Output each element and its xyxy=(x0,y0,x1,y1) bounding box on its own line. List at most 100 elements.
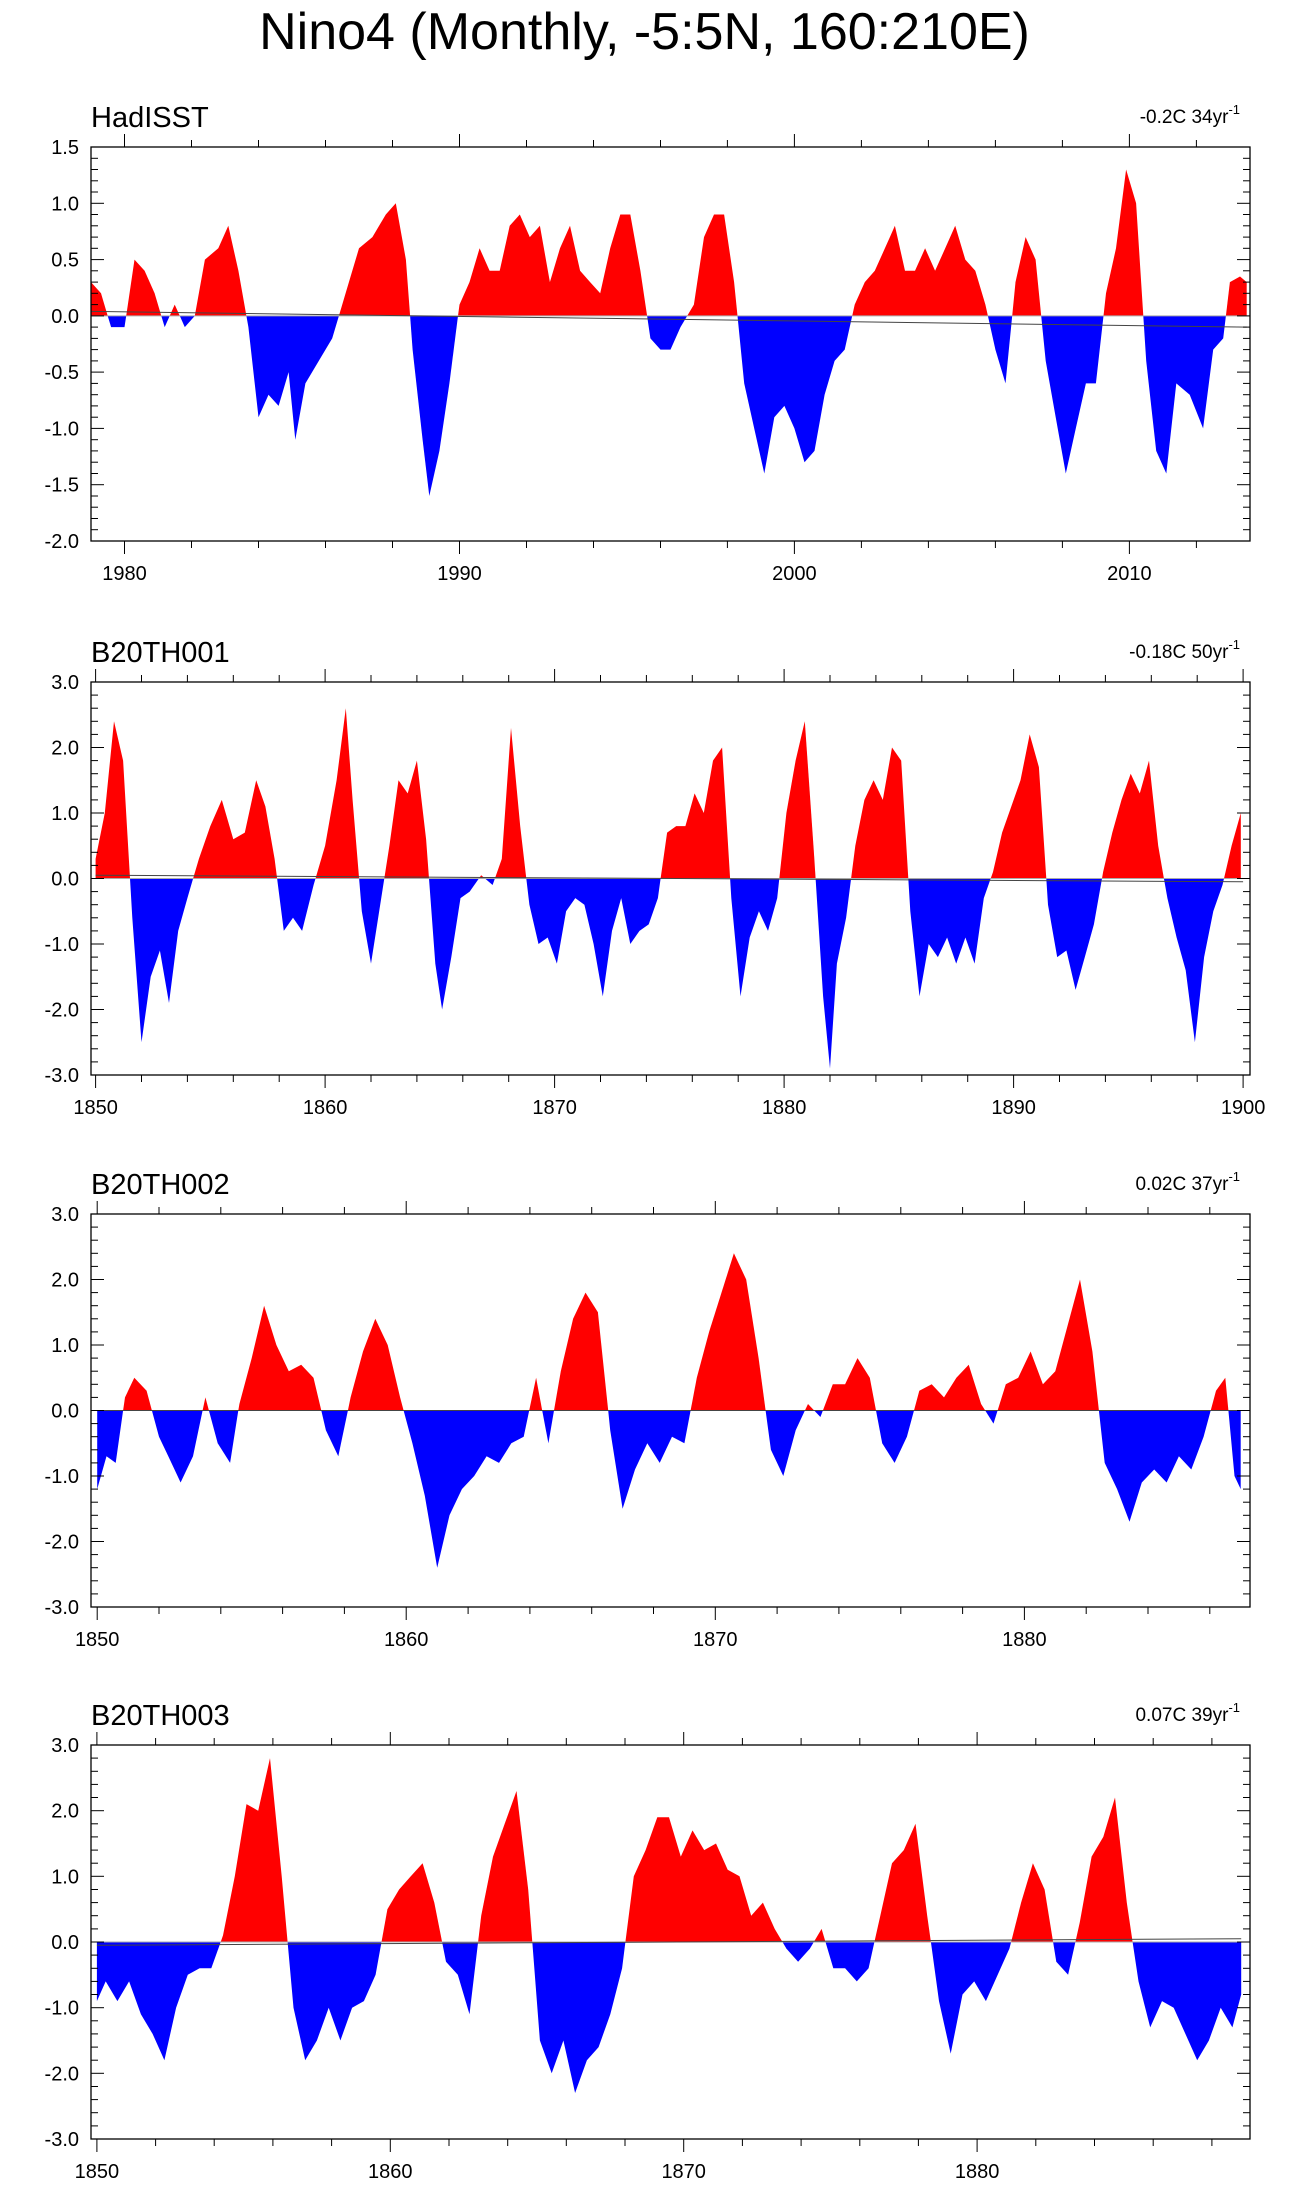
x-tick-label: 1990 xyxy=(437,563,482,585)
cold-anomaly-area-13 xyxy=(608,1410,691,1509)
y-tick-label: 3.0 xyxy=(51,1204,79,1226)
warm-anomaly-area-3 xyxy=(126,259,162,316)
y-tick-label: -2.0 xyxy=(45,2063,79,2085)
y-tick-label: -1.0 xyxy=(45,934,79,956)
trend-unit-superscript: -1 xyxy=(1228,1700,1240,1715)
warm-anomaly-area-12 xyxy=(554,1292,609,1411)
warm-anomaly-area-1 xyxy=(91,282,108,316)
trend-annotation: -0.18C 50yr-1 xyxy=(1129,637,1240,663)
cold-anomaly-area-2 xyxy=(130,878,194,1043)
panel-title: B20TH003 xyxy=(91,1700,230,1732)
warm-anomaly-area-24 xyxy=(1210,1377,1229,1411)
cold-anomaly-area-5 xyxy=(208,1410,239,1463)
warm-anomaly-area-1 xyxy=(95,721,130,879)
warm-anomaly-area-6 xyxy=(478,1791,533,1942)
y-tick-label: 1.0 xyxy=(51,1335,79,1357)
y-tick-label: -1.0 xyxy=(45,418,79,440)
trend-line xyxy=(95,874,1244,883)
y-tick-label: 2.0 xyxy=(51,1270,79,1292)
x-tick-label: 1880 xyxy=(1002,1629,1047,1651)
y-tick-label: -2.0 xyxy=(45,1532,79,1554)
trend-line xyxy=(96,1938,1242,1946)
y-tick-label: 1.5 xyxy=(51,137,79,159)
chart-panel-4: -3.0 -2.0 -1.0 0.0 1.0 2.0 3.0 1850 1860 1870 1880… xyxy=(45,1700,1251,2183)
cold-anomaly-area-14 xyxy=(730,878,780,997)
y-tick-label: -1.0 xyxy=(45,1466,79,1488)
x-tick-label: 1870 xyxy=(532,1097,577,1119)
trend-annotation: 0.07C 39yr-1 xyxy=(1135,1700,1240,1726)
cold-anomaly-area-18 xyxy=(908,878,991,997)
chart-panel-2: -3.0 -2.0 -1.0 0.0 1.0 2.0 3.0 1850 1860 1870 1880… xyxy=(45,637,1266,1119)
warm-anomaly-area-4 xyxy=(202,1397,209,1411)
warm-anomaly-area-15 xyxy=(779,721,816,879)
cold-anomaly-area-22 xyxy=(1163,878,1224,1043)
x-tick-label: 2010 xyxy=(1107,563,1152,585)
x-tick-label: 1980 xyxy=(102,563,147,585)
x-tick-label: 1860 xyxy=(384,1629,429,1651)
warm-anomaly-area-18 xyxy=(822,1358,876,1411)
cold-anomaly-area-10 xyxy=(410,315,458,496)
y-tick-label: -1.5 xyxy=(45,475,79,497)
x-tick-label: 1850 xyxy=(75,2161,120,2183)
chart-panel-3: -3.0 -2.0 -1.0 0.0 1.0 2.0 3.0 1850 1860 1870 1880… xyxy=(45,1169,1251,1651)
y-tick-label: -1.0 xyxy=(45,1998,79,2020)
cold-anomaly-area-6 xyxy=(359,878,385,964)
warm-anomaly-area-16 xyxy=(1075,1797,1133,1942)
cold-anomaly-area-7 xyxy=(321,1410,348,1457)
cold-anomaly-area-15 xyxy=(1053,1942,1076,1975)
warm-anomaly-area-21 xyxy=(1102,760,1164,879)
cold-anomaly-area-8 xyxy=(429,878,479,1010)
y-tick-label: 0.0 xyxy=(51,869,79,891)
x-tick-label: 1850 xyxy=(75,1629,120,1651)
y-tick-label: 2.0 xyxy=(51,738,79,760)
trend-value: 0.07C 39yr xyxy=(1135,1705,1229,1726)
trend-annotation: 0.02C 37yr-1 xyxy=(1135,1169,1240,1195)
warm-anomaly-area-4 xyxy=(381,1863,443,1942)
warm-anomaly-area-2 xyxy=(220,1758,288,1942)
cold-anomaly-area-11 xyxy=(825,1942,875,1982)
warm-anomaly-area-17 xyxy=(1012,237,1042,316)
x-tick-label: 1860 xyxy=(368,2161,413,2183)
y-tick-label: 3.0 xyxy=(51,1735,79,1757)
cold-anomaly-area-12 xyxy=(526,878,661,997)
x-tick-label: 1900 xyxy=(1221,1097,1266,1119)
warm-anomaly-area-6 xyxy=(238,1305,322,1411)
trend-unit-superscript: -1 xyxy=(1228,637,1240,652)
trend-unit-superscript: -1 xyxy=(1228,1169,1240,1184)
warm-anomaly-area-13 xyxy=(687,214,738,316)
cold-anomaly-area-20 xyxy=(1143,315,1226,474)
y-tick-label: 2.0 xyxy=(51,1801,79,1823)
panel-title: HadISST xyxy=(91,102,209,134)
y-tick-label: 3.0 xyxy=(51,672,79,694)
trend-value: -0.2C 34yr xyxy=(1140,107,1229,128)
y-tick-label: -3.0 xyxy=(45,1065,79,1087)
panel-title: B20TH002 xyxy=(91,1169,230,1201)
figure-title: Nino4 (Monthly, -5:5N, 160:210E) xyxy=(259,3,1030,61)
warm-anomaly-area-14 xyxy=(690,1253,766,1411)
warm-anomaly-area-20 xyxy=(914,1364,986,1411)
warm-anomaly-area-17 xyxy=(851,747,909,879)
cold-anomaly-area-20 xyxy=(1046,878,1102,990)
y-tick-label: 0.5 xyxy=(51,250,79,272)
x-tick-label: 1880 xyxy=(762,1097,807,1119)
cold-anomaly-area-4 xyxy=(161,315,170,328)
x-tick-label: 1860 xyxy=(303,1097,348,1119)
warm-anomaly-area-5 xyxy=(169,304,180,316)
cold-anomaly-area-3 xyxy=(151,1410,203,1483)
y-tick-label: -0.5 xyxy=(45,362,79,384)
trend-unit-superscript: -1 xyxy=(1228,102,1240,117)
cold-anomaly-area-2 xyxy=(107,315,127,328)
cold-anomaly-area-16 xyxy=(815,878,852,1069)
trend-line xyxy=(90,310,1247,328)
cold-anomaly-area-16 xyxy=(987,315,1013,384)
x-tick-label: 1870 xyxy=(693,1629,738,1651)
cold-anomaly-area-15 xyxy=(765,1410,805,1476)
cold-anomaly-area-10 xyxy=(485,878,495,885)
x-tick-label: 1850 xyxy=(73,1097,118,1119)
x-tick-label: 1880 xyxy=(955,2161,1000,2183)
cold-anomaly-area-11 xyxy=(542,1410,554,1444)
cold-anomaly-area-6 xyxy=(179,315,195,328)
warm-anomaly-area-8 xyxy=(347,1318,404,1411)
warm-anomaly-area-22 xyxy=(997,1279,1099,1411)
cold-anomaly-area-17 xyxy=(1132,1942,1242,2061)
